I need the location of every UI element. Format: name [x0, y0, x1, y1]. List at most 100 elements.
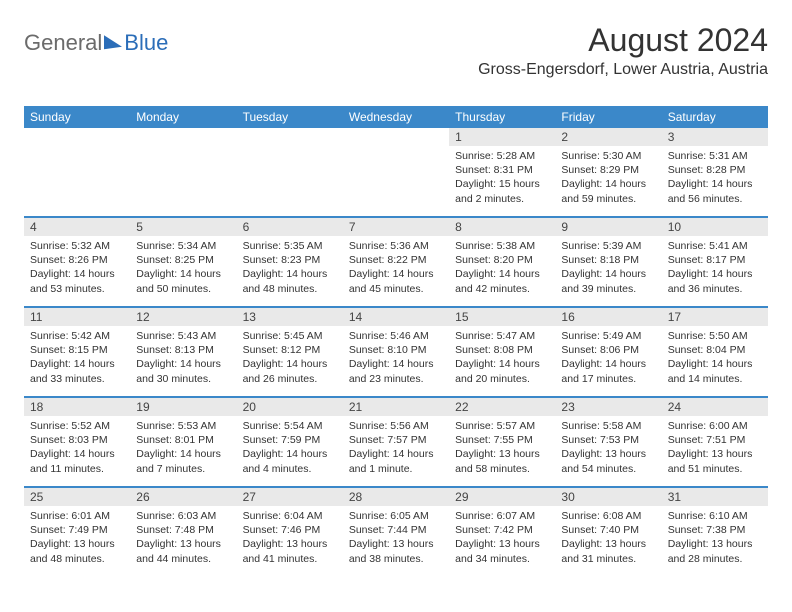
calendar-cell: 18Sunrise: 5:52 AMSunset: 8:03 PMDayligh… [24, 398, 130, 486]
sunrise-text: Sunrise: 6:00 AM [668, 419, 762, 433]
day-number: 19 [130, 398, 236, 416]
day-info: Sunrise: 6:00 AMSunset: 7:51 PMDaylight:… [662, 416, 768, 482]
daylight-text: Daylight: 14 hours and 4 minutes. [243, 447, 337, 475]
calendar-cell: 25Sunrise: 6:01 AMSunset: 7:49 PMDayligh… [24, 488, 130, 576]
sunset-text: Sunset: 8:23 PM [243, 253, 337, 267]
daylight-text: Daylight: 14 hours and 42 minutes. [455, 267, 549, 295]
day-info: Sunrise: 5:41 AMSunset: 8:17 PMDaylight:… [662, 236, 768, 302]
sunset-text: Sunset: 8:18 PM [561, 253, 655, 267]
daylight-text: Daylight: 14 hours and 45 minutes. [349, 267, 443, 295]
day-number: 4 [24, 218, 130, 236]
sunrise-text: Sunrise: 5:32 AM [30, 239, 124, 253]
daylight-text: Daylight: 14 hours and 56 minutes. [668, 177, 762, 205]
sunset-text: Sunset: 8:15 PM [30, 343, 124, 357]
sunrise-text: Sunrise: 5:52 AM [30, 419, 124, 433]
calendar-cell: . [237, 128, 343, 216]
day-number: 3 [662, 128, 768, 146]
location-subtitle: Gross-Engersdorf, Lower Austria, Austria [478, 61, 768, 79]
calendar-cell: 19Sunrise: 5:53 AMSunset: 8:01 PMDayligh… [130, 398, 236, 486]
daylight-text: Daylight: 14 hours and 30 minutes. [136, 357, 230, 385]
day-number: 26 [130, 488, 236, 506]
calendar-cell: 29 Sunrise: 6:07 AMSunset: 7:42 PMDayligh… [449, 488, 555, 576]
sunset-text: Sunset: 8:01 PM [136, 433, 230, 447]
daylight-text: Daylight: 13 hours and 28 minutes. [668, 537, 762, 565]
daylight-text: Daylight: 14 hours and 48 minutes. [243, 267, 337, 295]
sunrise-text: Sunrise: 5:30 AM [561, 149, 655, 163]
sunrise-text: Sunrise: 6:08 AM [561, 509, 655, 523]
weekday-header: Sunday Monday Tuesday Wednesday Thursday… [24, 106, 768, 128]
header-wednesday: Wednesday [343, 106, 449, 128]
day-number: 13 [237, 308, 343, 326]
sunrise-text: Sunrise: 6:01 AM [30, 509, 124, 523]
day-info: Sunrise: 5:43 AMSunset: 8:13 PMDaylight:… [130, 326, 236, 392]
day-info: Sunrise: 5:30 AMSunset: 8:29 PMDaylight:… [555, 146, 661, 212]
daylight-text: Daylight: 13 hours and 31 minutes. [561, 537, 655, 565]
sunrise-text: Sunrise: 5:54 AM [243, 419, 337, 433]
daylight-text: Daylight: 14 hours and 20 minutes. [455, 357, 549, 385]
daylight-text: Daylight: 13 hours and 41 minutes. [243, 537, 337, 565]
daylight-text: Daylight: 14 hours and 7 minutes. [136, 447, 230, 475]
sunset-text: Sunset: 7:42 PM [455, 523, 549, 537]
daylight-text: Daylight: 14 hours and 23 minutes. [349, 357, 443, 385]
sunrise-text: Sunrise: 5:28 AM [455, 149, 549, 163]
day-number: 29 [449, 488, 555, 506]
sunrise-text: Sunrise: 5:49 AM [561, 329, 655, 343]
header-sunday: Sunday [24, 106, 130, 128]
header-thursday: Thursday [449, 106, 555, 128]
calendar-cell: 3Sunrise: 5:31 AMSunset: 8:28 PMDaylight… [662, 128, 768, 216]
sunset-text: Sunset: 7:59 PM [243, 433, 337, 447]
sunset-text: Sunset: 8:20 PM [455, 253, 549, 267]
calendar-cell: 4Sunrise: 5:32 AMSunset: 8:26 PMDaylight… [24, 218, 130, 306]
day-info: Sunrise: 5:49 AMSunset: 8:06 PMDaylight:… [555, 326, 661, 392]
sunrise-text: Sunrise: 5:45 AM [243, 329, 337, 343]
sunset-text: Sunset: 8:10 PM [349, 343, 443, 357]
sunrise-text: Sunrise: 6:03 AM [136, 509, 230, 523]
calendar-cell: 8Sunrise: 5:38 AMSunset: 8:20 PMDaylight… [449, 218, 555, 306]
daylight-text: Daylight: 13 hours and 38 minutes. [349, 537, 443, 565]
day-info: Sunrise: 6:03 AMSunset: 7:48 PMDaylight:… [130, 506, 236, 572]
daylight-text: Daylight: 14 hours and 26 minutes. [243, 357, 337, 385]
daylight-text: Daylight: 14 hours and 11 minutes. [30, 447, 124, 475]
sunrise-text: Sunrise: 5:56 AM [349, 419, 443, 433]
calendar-cell: 11Sunrise: 5:42 AMSunset: 8:15 PMDayligh… [24, 308, 130, 396]
sunrise-text: Sunrise: 5:50 AM [668, 329, 762, 343]
sunrise-text: Sunrise: 6:07 AM [455, 509, 549, 523]
daylight-text: Daylight: 14 hours and 1 minute. [349, 447, 443, 475]
day-number: 9 [555, 218, 661, 236]
day-info: Sunrise: 5:32 AMSunset: 8:26 PMDaylight:… [24, 236, 130, 302]
calendar-cell: . [24, 128, 130, 216]
calendar-cell: 28Sunrise: 6:05 AMSunset: 7:44 PMDayligh… [343, 488, 449, 576]
calendar-cell: 22Sunrise: 5:57 AMSunset: 7:55 PMDayligh… [449, 398, 555, 486]
sunset-text: Sunset: 7:49 PM [30, 523, 124, 537]
calendar-cell: 20Sunrise: 5:54 AMSunset: 7:59 PMDayligh… [237, 398, 343, 486]
calendar-cell: 21Sunrise: 5:56 AMSunset: 7:57 PMDayligh… [343, 398, 449, 486]
daylight-text: Daylight: 14 hours and 39 minutes. [561, 267, 655, 295]
calendar-week: 25Sunrise: 6:01 AMSunset: 7:49 PMDayligh… [24, 486, 768, 576]
sunrise-text: Sunrise: 5:58 AM [561, 419, 655, 433]
day-info: Sunrise: 6:05 AMSunset: 7:44 PMDaylight:… [343, 506, 449, 572]
daylight-text: Daylight: 13 hours and 58 minutes. [455, 447, 549, 475]
daylight-text: Daylight: 14 hours and 50 minutes. [136, 267, 230, 295]
day-info: Sunrise: 6:01 AMSunset: 7:49 PMDaylight:… [24, 506, 130, 572]
day-number: 21 [343, 398, 449, 416]
sunset-text: Sunset: 8:22 PM [349, 253, 443, 267]
sunrise-text: Sunrise: 5:38 AM [455, 239, 549, 253]
day-info: Sunrise: 5:52 AMSunset: 8:03 PMDaylight:… [24, 416, 130, 482]
day-info: Sunrise: 5:47 AMSunset: 8:08 PMDaylight:… [449, 326, 555, 392]
day-info: Sunrise: 5:34 AMSunset: 8:25 PMDaylight:… [130, 236, 236, 302]
calendar-cell: 6Sunrise: 5:35 AMSunset: 8:23 PMDaylight… [237, 218, 343, 306]
sunset-text: Sunset: 8:31 PM [455, 163, 549, 177]
day-number: 14 [343, 308, 449, 326]
sunrise-text: Sunrise: 5:47 AM [455, 329, 549, 343]
daylight-text: Daylight: 13 hours and 48 minutes. [30, 537, 124, 565]
sunrise-text: Sunrise: 5:57 AM [455, 419, 549, 433]
calendar-cell: 27Sunrise: 6:04 AMSunset: 7:46 PMDayligh… [237, 488, 343, 576]
day-number: 24 [662, 398, 768, 416]
calendar-cell: 10Sunrise: 5:41 AMSunset: 8:17 PMDayligh… [662, 218, 768, 306]
calendar-cell: 13Sunrise: 5:45 AMSunset: 8:12 PMDayligh… [237, 308, 343, 396]
day-number: 25 [24, 488, 130, 506]
daylight-text: Daylight: 15 hours and 2 minutes. [455, 177, 549, 205]
daylight-text: Daylight: 13 hours and 34 minutes. [455, 537, 549, 565]
daylight-text: Daylight: 14 hours and 59 minutes. [561, 177, 655, 205]
header-tuesday: Tuesday [237, 106, 343, 128]
